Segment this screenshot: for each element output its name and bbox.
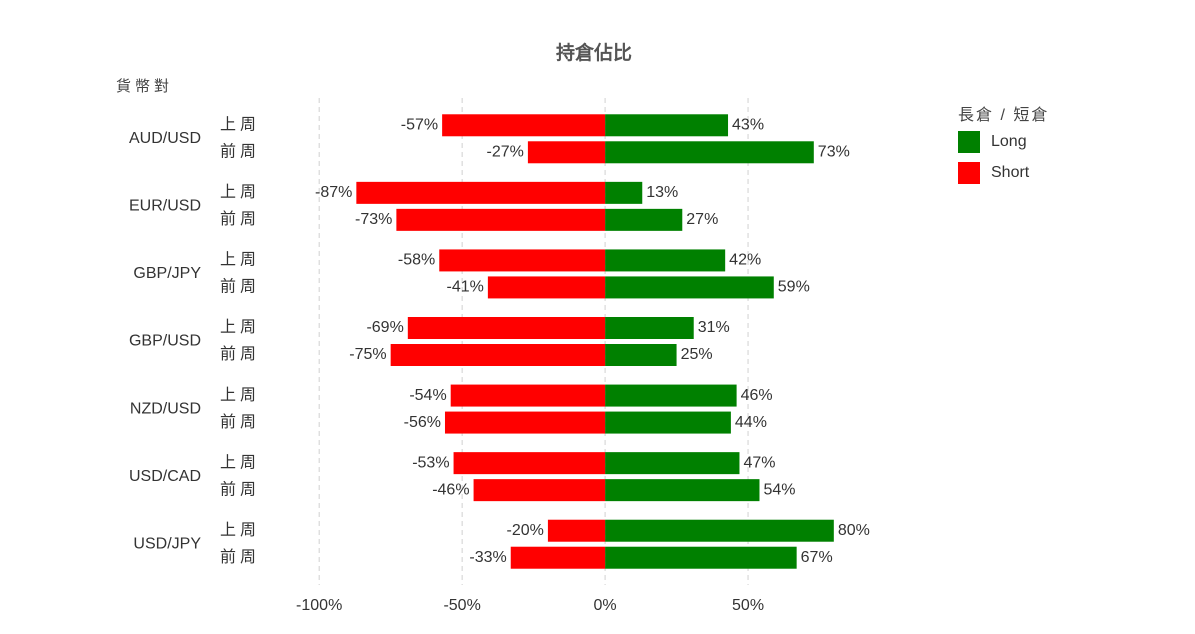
legend-swatch bbox=[958, 131, 980, 153]
bar bbox=[605, 208, 683, 231]
bar bbox=[487, 276, 606, 299]
bar bbox=[605, 411, 731, 434]
period-label: 上周 bbox=[220, 251, 260, 269]
value-label: 13% bbox=[646, 184, 678, 201]
period-label: 上周 bbox=[220, 453, 260, 471]
value-label: 46% bbox=[741, 387, 773, 404]
value-label: -54% bbox=[409, 387, 446, 404]
category-label: NZD/USD bbox=[130, 400, 201, 417]
category-label: USD/JPY bbox=[133, 535, 201, 552]
value-label: 67% bbox=[801, 549, 833, 566]
bar bbox=[473, 479, 606, 502]
bar bbox=[605, 181, 643, 204]
bar bbox=[605, 546, 797, 569]
bar bbox=[453, 452, 606, 475]
category-label: AUD/USD bbox=[129, 130, 201, 147]
period-label: 上周 bbox=[220, 116, 260, 134]
legend-swatch bbox=[958, 162, 980, 184]
bar bbox=[396, 208, 606, 231]
value-label: -75% bbox=[349, 346, 386, 363]
bar bbox=[605, 114, 729, 137]
period-label: 上周 bbox=[220, 521, 260, 539]
bar bbox=[356, 181, 606, 204]
bar bbox=[605, 249, 726, 272]
chart-title: 持倉佔比 bbox=[556, 41, 632, 64]
category-label: GBP/USD bbox=[129, 333, 201, 350]
value-label: -46% bbox=[432, 481, 469, 498]
value-label: 43% bbox=[732, 117, 764, 134]
value-label: -87% bbox=[315, 184, 352, 201]
value-label: 73% bbox=[818, 144, 850, 161]
value-label: 54% bbox=[763, 481, 795, 498]
legend-title: 長倉 / 短倉 bbox=[958, 106, 1049, 124]
period-label: 上周 bbox=[220, 183, 260, 201]
period-label: 前周 bbox=[220, 413, 260, 431]
category-label: EUR/USD bbox=[129, 198, 201, 215]
value-label: 47% bbox=[743, 454, 775, 471]
value-label: 44% bbox=[735, 414, 767, 431]
bar bbox=[444, 411, 606, 434]
value-label: -27% bbox=[487, 144, 524, 161]
x-tick-label: 50% bbox=[732, 597, 764, 614]
bar bbox=[605, 141, 814, 164]
value-label: -20% bbox=[507, 522, 544, 539]
value-label: -58% bbox=[398, 252, 435, 269]
period-label: 上周 bbox=[220, 318, 260, 336]
period-label: 前周 bbox=[220, 548, 260, 566]
value-label: -33% bbox=[469, 549, 506, 566]
bar bbox=[407, 317, 606, 339]
legend-label: Long bbox=[991, 133, 1027, 150]
bar bbox=[605, 452, 740, 475]
bar bbox=[510, 546, 606, 569]
bar bbox=[450, 384, 606, 407]
bar bbox=[527, 141, 606, 164]
bar bbox=[605, 276, 774, 299]
value-label: -56% bbox=[404, 414, 441, 431]
bar bbox=[605, 317, 694, 339]
value-label: 31% bbox=[698, 319, 730, 336]
period-label: 前周 bbox=[220, 345, 260, 363]
value-label: -57% bbox=[401, 117, 438, 134]
grid bbox=[318, 98, 749, 585]
y-axis-label: 貨幣對 bbox=[116, 78, 173, 95]
value-label: 80% bbox=[838, 522, 870, 539]
bar bbox=[547, 519, 606, 542]
value-label: -73% bbox=[355, 211, 392, 228]
value-label: -53% bbox=[412, 454, 449, 471]
value-label: 25% bbox=[681, 346, 713, 363]
period-label: 上周 bbox=[220, 386, 260, 404]
period-label: 前周 bbox=[220, 278, 260, 296]
bar bbox=[605, 384, 737, 407]
category-label: USD/CAD bbox=[129, 468, 201, 485]
bar bbox=[439, 249, 606, 272]
value-label: 27% bbox=[686, 211, 718, 228]
category-label: GBP/JPY bbox=[133, 265, 201, 282]
legend-label: Short bbox=[991, 164, 1030, 181]
period-label: 前周 bbox=[220, 143, 260, 161]
value-label: 59% bbox=[778, 279, 810, 296]
bar bbox=[605, 479, 760, 502]
bar bbox=[442, 114, 606, 137]
bar bbox=[605, 344, 677, 366]
x-tick-label: 0% bbox=[594, 597, 617, 614]
period-label: 前周 bbox=[220, 210, 260, 228]
period-label: 前周 bbox=[220, 480, 260, 498]
x-tick-label: -100% bbox=[296, 597, 342, 614]
bar bbox=[605, 519, 834, 542]
value-label: 42% bbox=[729, 252, 761, 269]
bar bbox=[390, 344, 606, 366]
value-label: -41% bbox=[447, 279, 484, 296]
value-label: -69% bbox=[366, 319, 403, 336]
x-tick-label: -50% bbox=[443, 597, 480, 614]
